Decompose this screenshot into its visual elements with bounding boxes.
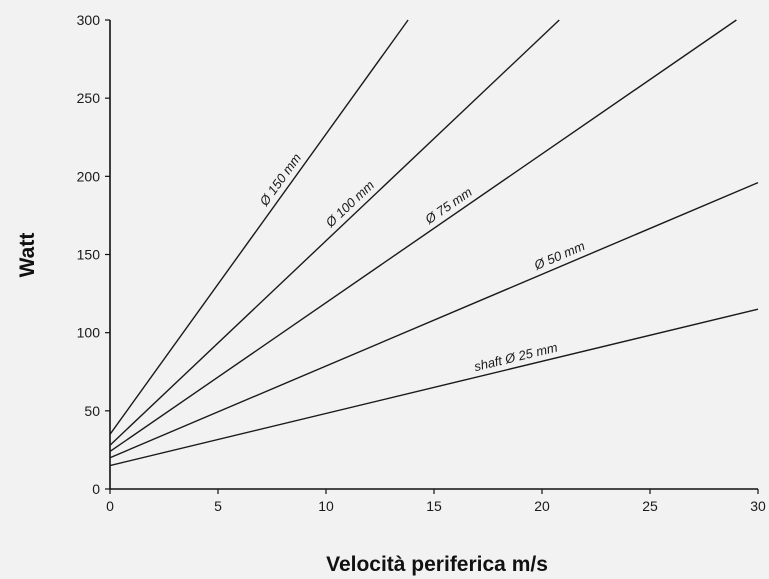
series-label: Ø 150 mm: [256, 150, 304, 209]
y-axis-ticks: 0 50 100 150 200 250 300: [77, 12, 110, 497]
series-lines: [109, 19, 759, 467]
series-line: [109, 19, 409, 435]
x-tick-label: 15: [426, 498, 442, 514]
y-tick-label: 300: [77, 12, 101, 28]
x-tick-label: 5: [214, 498, 222, 514]
series-labels: shaft Ø 25 mmØ 50 mmØ 75 mmØ 100 mmØ 150…: [256, 150, 587, 374]
y-tick-label: 150: [77, 247, 101, 263]
x-tick-label: 0: [106, 498, 114, 514]
chart-axes: [109, 20, 758, 490]
y-axis-title: Watt: [16, 233, 39, 278]
x-tick-label: 25: [642, 498, 658, 514]
y-tick-label: 0: [92, 481, 100, 497]
y-tick-label: 100: [77, 325, 101, 341]
series-line: [109, 181, 759, 459]
series-line: [109, 19, 737, 453]
series-line: [109, 308, 759, 467]
y-tick-label: 250: [77, 90, 101, 106]
y-tick-label: 50: [84, 403, 100, 419]
x-tick-label: 10: [318, 498, 334, 514]
x-axis-title: Velocità periferica m/s: [326, 553, 548, 576]
series-label: Ø 50 mm: [531, 238, 587, 273]
series-line: [109, 19, 560, 446]
series-label: Ø 100 mm: [322, 177, 377, 230]
x-tick-label: 20: [534, 498, 550, 514]
x-tick-label: 30: [750, 498, 766, 514]
y-tick-label: 200: [77, 168, 101, 184]
x-axis-ticks: 0 5 10 15 20 25 30: [106, 489, 766, 514]
series-label: shaft Ø 25 mm: [473, 340, 560, 375]
